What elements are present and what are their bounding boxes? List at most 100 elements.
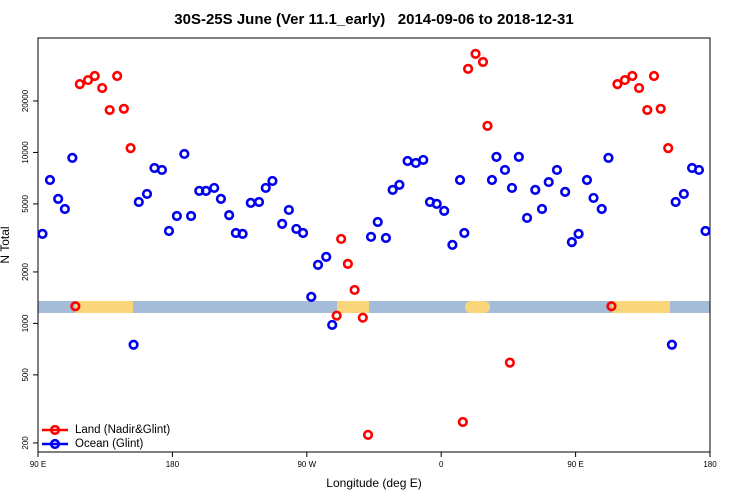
point — [603, 152, 614, 164]
point — [606, 301, 617, 312]
point — [163, 225, 175, 237]
point — [357, 312, 368, 323]
point — [402, 155, 413, 167]
point — [530, 184, 541, 195]
point — [491, 151, 502, 162]
land-strip — [75, 301, 133, 313]
point — [486, 174, 498, 186]
x-tick-label: 90 W — [297, 460, 316, 469]
x-tick-label: 90 E — [567, 460, 583, 469]
point — [70, 301, 81, 312]
land-strip — [337, 301, 369, 313]
point — [336, 233, 347, 245]
point — [648, 70, 660, 82]
legend-marker — [49, 424, 61, 436]
point — [551, 164, 563, 176]
point — [693, 164, 705, 176]
chart-title: 30S-25S June (Ver 11.1_early) 2014-09-06… — [174, 11, 573, 28]
point — [560, 186, 571, 197]
point — [53, 193, 64, 204]
legend-label: Land (Nadir&Glint) — [75, 424, 170, 436]
land-strip — [612, 301, 670, 313]
point — [297, 227, 309, 239]
point — [633, 82, 645, 94]
legend-label: Ocean (Glint) — [75, 438, 144, 450]
point — [156, 164, 168, 176]
point — [128, 339, 139, 350]
point — [245, 197, 256, 208]
point — [342, 258, 353, 269]
y-tick-label: 200 — [21, 436, 30, 450]
point — [627, 70, 638, 82]
point — [260, 182, 271, 194]
point — [536, 203, 548, 215]
point — [277, 218, 288, 229]
point — [141, 188, 153, 200]
point — [179, 148, 190, 160]
point — [506, 182, 518, 194]
point — [418, 154, 429, 166]
point — [372, 216, 383, 228]
point — [588, 192, 599, 204]
point — [215, 193, 227, 204]
point — [513, 151, 524, 162]
legend-marker — [49, 438, 61, 450]
point — [97, 82, 108, 94]
point — [566, 236, 577, 248]
point — [327, 319, 338, 331]
land-ocean-strip — [38, 301, 710, 313]
point — [482, 120, 493, 131]
point — [321, 251, 332, 262]
y-tick-label: 1000 — [21, 314, 30, 332]
point — [462, 63, 474, 75]
point — [670, 196, 681, 208]
point — [125, 143, 136, 154]
y-tick-label: 10000 — [21, 141, 30, 164]
point — [431, 198, 442, 210]
point — [380, 232, 392, 244]
point — [74, 79, 85, 90]
x-tick-label: 0 — [439, 460, 444, 469]
point — [365, 231, 377, 242]
point — [37, 228, 48, 239]
point — [67, 152, 78, 164]
point — [133, 196, 144, 208]
y-tick-label: 2000 — [21, 262, 30, 280]
point — [470, 48, 481, 59]
point — [171, 210, 182, 222]
point — [612, 79, 623, 90]
point — [185, 210, 197, 222]
ocean-strip — [38, 301, 710, 313]
y-tick-label: 500 — [21, 368, 30, 382]
point — [224, 210, 235, 221]
point — [459, 227, 470, 239]
point — [331, 310, 342, 321]
point — [655, 103, 666, 114]
point — [312, 259, 324, 270]
point — [362, 429, 374, 440]
point — [118, 103, 129, 114]
point — [267, 175, 278, 187]
point — [387, 184, 398, 195]
point — [454, 174, 466, 186]
point — [596, 203, 607, 215]
y-tick-label: 20000 — [21, 89, 30, 112]
y-tick-label: 5000 — [21, 194, 30, 212]
point — [666, 339, 678, 350]
point — [504, 357, 515, 368]
point — [678, 188, 689, 200]
point — [44, 174, 56, 186]
point — [573, 228, 584, 239]
point — [349, 284, 360, 296]
point — [663, 143, 674, 154]
point — [619, 74, 630, 86]
point — [477, 56, 489, 68]
point — [642, 104, 653, 116]
point — [306, 291, 317, 302]
x-tick-label: 90 E — [30, 460, 46, 469]
point — [457, 416, 468, 428]
point — [283, 204, 294, 216]
point — [200, 185, 212, 196]
y-axis-label: N Total — [0, 226, 12, 263]
